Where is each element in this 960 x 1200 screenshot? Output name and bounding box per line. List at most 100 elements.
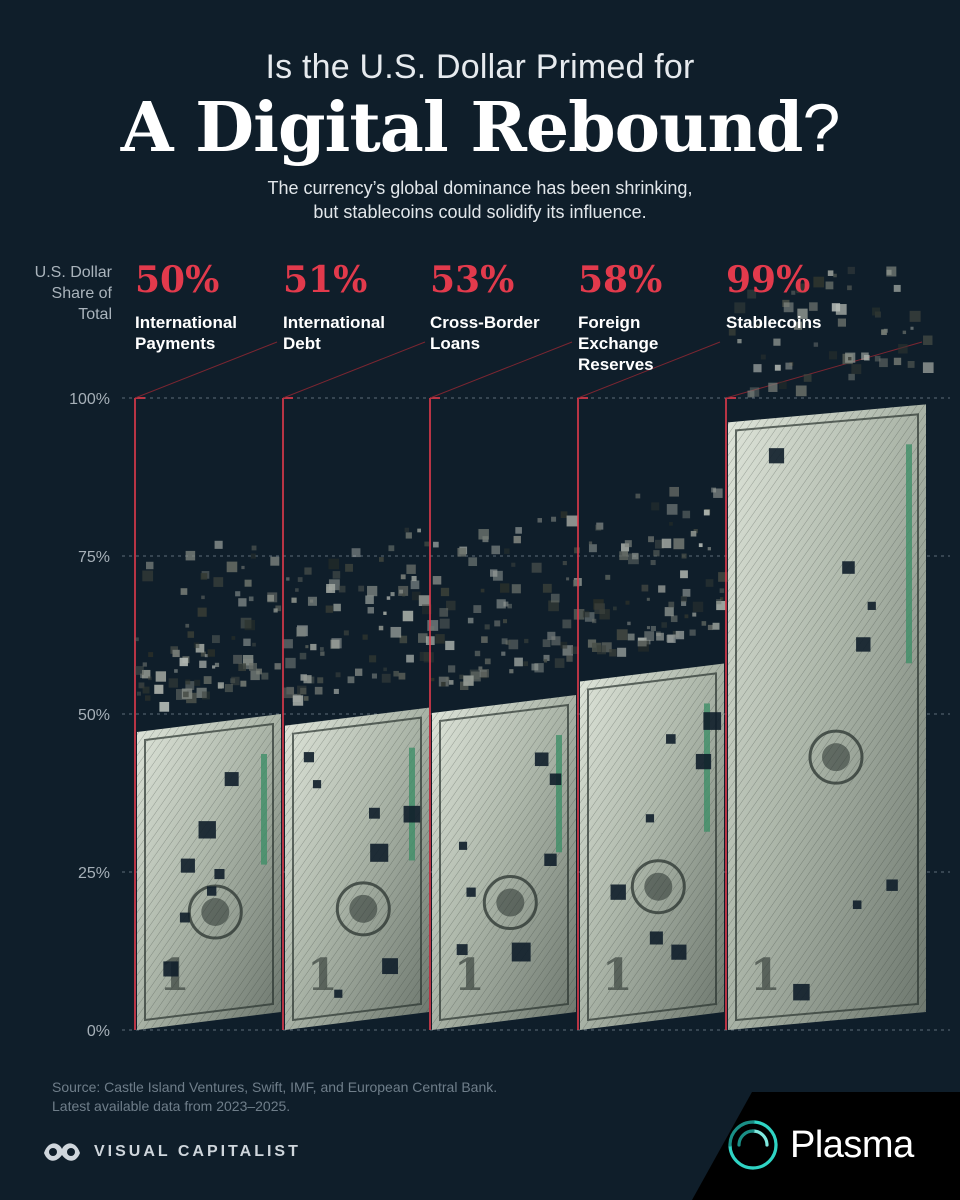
visual-capitalist-mark-icon (44, 1143, 80, 1161)
bar-fragment-4-8 (718, 572, 728, 582)
bar-pointer-5 (725, 341, 923, 399)
bar-fragment-2-24 (296, 625, 308, 637)
y-tick-label-0: 0% (87, 1023, 110, 1040)
bar-fragment-4-81 (707, 547, 711, 551)
data-label-1: 50% (135, 259, 219, 301)
bar-fragment-3-48 (440, 587, 450, 597)
bar-fragment-4-35 (713, 488, 723, 498)
bar-fragment-2-79 (406, 654, 414, 663)
bar-fragment-4-39 (673, 538, 685, 550)
bar-fragment-5-58 (791, 290, 796, 295)
bar-fragment-2-62 (343, 630, 349, 636)
bar-fragment-3-71 (491, 545, 501, 555)
bar-fragment-2-48 (351, 548, 361, 558)
bar-fragment-2-85 (314, 686, 323, 695)
bar-hole-3-3 (511, 942, 531, 962)
bar-fragment-1-59 (142, 662, 147, 667)
bar-fragment-2-4 (411, 591, 421, 601)
bar-fragment-3-19 (511, 584, 521, 594)
bar-fragment-3-39 (470, 671, 481, 682)
bar-chart: 0%25%50%75%100% 11111 50%InternationalPa… (69, 259, 950, 1040)
bar-hole-1-6 (179, 912, 190, 923)
bar-fragment-3-9 (508, 639, 519, 650)
bar-fragment-3-18 (573, 609, 585, 620)
bar-fragment-1-63 (179, 657, 188, 667)
bar-fragment-4-31 (716, 600, 726, 611)
bar-hole-4-2 (695, 753, 712, 770)
bar-fragment-2-72 (400, 574, 406, 580)
bar-fragment-4-36 (591, 618, 597, 624)
bar-fragment-1-22 (168, 678, 178, 688)
bar-fragment-4-75 (651, 502, 660, 511)
bar-fragment-2-16 (383, 667, 387, 672)
bar-fragment-4-73 (617, 647, 627, 657)
bar-fragment-2-25 (291, 597, 297, 603)
bar-fragment-4-47 (621, 543, 630, 552)
bar-fragment-3-35 (446, 600, 456, 611)
partner-name: Plasma (790, 1123, 914, 1166)
bar-hole-3-2 (458, 841, 468, 850)
bar-fragment-5-44 (923, 335, 933, 345)
bar-fragment-3-42 (473, 605, 482, 614)
bar-fragment-3-3 (560, 511, 568, 519)
bar-border-3 (439, 703, 569, 1022)
bar-fragment-5-10 (881, 329, 887, 336)
bar-fragment-4-9 (719, 588, 725, 593)
bar-fragment-2-8 (328, 558, 340, 570)
bar-fragment-4-44 (681, 600, 687, 606)
bar-fragment-3-46 (566, 515, 578, 527)
bar-hole-5-5 (867, 601, 876, 610)
bar-texture-3 (432, 695, 576, 1030)
bar-fragment-3-4 (562, 560, 567, 566)
category-label-1-line-1: International (135, 313, 237, 332)
bar-fragment-5-27 (747, 390, 755, 398)
bar-fragment-2-3 (365, 595, 374, 605)
bar-fragment-2-18 (405, 532, 412, 539)
bar-fragment-4-13 (654, 539, 664, 549)
bar-fragment-5-46 (874, 355, 881, 362)
bar-fragment-4-48 (599, 609, 610, 620)
bar-fragment-4-60 (698, 543, 703, 548)
bar-fragment-4-27 (588, 541, 593, 545)
bar-fragment-2-52 (362, 634, 368, 640)
bar-fragment-1-39 (243, 658, 254, 670)
bar-fragment-5-56 (833, 273, 837, 278)
bar-fragment-3-44 (571, 646, 579, 655)
bar-fragment-1-18 (238, 598, 247, 607)
bar-hole-1-5 (224, 772, 239, 787)
bar-fragment-4-3 (646, 626, 651, 630)
bar-fragment-4-56 (609, 649, 617, 657)
bar-fragment-3-41 (505, 640, 511, 645)
bar-fragment-3-27 (490, 569, 498, 577)
bar-fragment-1-56 (200, 573, 208, 580)
category-label-5-line-1: Stablecoins (726, 313, 821, 332)
bar-fragment-4-29 (635, 493, 641, 499)
bar-fragment-2-19 (304, 567, 312, 575)
bar-fragment-5-48 (828, 351, 838, 360)
bar-fragment-3-47 (531, 663, 539, 671)
bar-fragment-5-50 (879, 358, 888, 368)
bar-hole-2-5 (382, 958, 398, 975)
bar-fragment-3-66 (481, 636, 488, 643)
bar-fragment-2-71 (402, 610, 414, 622)
bar-fragment-2-59 (388, 545, 395, 552)
bar-fragment-2-57 (427, 620, 439, 631)
bar-fragment-5-49 (796, 283, 806, 294)
bar-fragment-1-69 (172, 649, 180, 658)
bar-fragment-4-62 (644, 631, 655, 642)
subtitle-line-1: The currency’s global dominance has been… (267, 178, 693, 198)
bar-fragment-1-83 (250, 670, 260, 681)
chart-subtitle: The currency’s global dominance has been… (0, 176, 960, 224)
bar-fragment-5-34 (728, 328, 736, 336)
bar-fragment-4-58 (675, 630, 685, 640)
chart-title-mark: ? (802, 90, 840, 166)
bar-fragment-4-66 (624, 540, 632, 548)
bar-fragment-3-20 (441, 681, 446, 687)
bar-fragment-3-23 (566, 577, 570, 581)
category-label-1-line-2: Payments (135, 334, 215, 353)
bar-fragment-3-83 (463, 675, 474, 686)
bar-fragment-4-6 (719, 597, 724, 601)
bar-fragment-3-51 (430, 626, 435, 631)
bar-fragment-4-24 (627, 633, 635, 641)
bar-fragment-1-57 (185, 679, 191, 685)
